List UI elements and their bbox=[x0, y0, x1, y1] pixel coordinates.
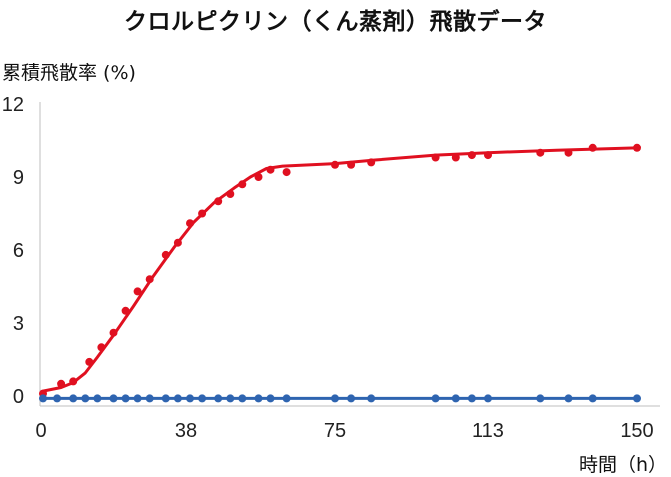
series-1-point bbox=[69, 394, 78, 403]
series-0-point bbox=[331, 160, 339, 169]
series-0-point bbox=[198, 209, 207, 218]
series-0-point bbox=[161, 250, 170, 259]
series-0-point bbox=[145, 275, 154, 284]
series-0-point bbox=[536, 148, 545, 157]
series-1-point bbox=[145, 394, 154, 403]
series-0-point bbox=[347, 160, 356, 169]
series-0-point bbox=[431, 153, 440, 162]
series-1-point bbox=[347, 394, 356, 403]
x-tick-label: 113 bbox=[472, 420, 504, 442]
y-tick-label: 3 bbox=[13, 313, 24, 335]
series-1-point bbox=[161, 394, 170, 403]
series-1-point bbox=[564, 394, 573, 403]
series-1-point bbox=[451, 394, 460, 403]
x-tick-label: 75 bbox=[324, 420, 346, 442]
series-0-point bbox=[97, 343, 106, 352]
series-1-point bbox=[331, 394, 339, 403]
series-0-point bbox=[121, 306, 130, 315]
series-1-point bbox=[133, 394, 142, 403]
y-tick-label: 0 bbox=[13, 386, 24, 408]
series-0-point bbox=[69, 377, 78, 386]
series-1-point bbox=[282, 394, 291, 403]
x-axis-label: 時間（h） bbox=[578, 454, 667, 476]
series-0-point bbox=[238, 180, 247, 189]
series-1-point bbox=[53, 394, 62, 403]
series-1-point bbox=[121, 394, 130, 403]
series-1-point bbox=[536, 394, 545, 403]
series-1-point bbox=[266, 394, 275, 403]
series-1-point bbox=[198, 394, 207, 403]
chart-title: クロルピクリン（くん蒸剤）飛散データ bbox=[124, 9, 547, 35]
series-1-point bbox=[93, 394, 102, 403]
series-1-point bbox=[186, 394, 194, 403]
series-0-point bbox=[214, 197, 223, 206]
y-axis-label: 累積飛散率 (%) bbox=[2, 62, 136, 84]
series-0-fit-line bbox=[41, 146, 639, 393]
series-0-point bbox=[633, 143, 641, 152]
series-0-point bbox=[564, 148, 573, 157]
y-tick-label: 12 bbox=[2, 94, 24, 116]
series-0-point bbox=[451, 153, 460, 162]
series-0-point bbox=[109, 328, 118, 337]
series-1-point bbox=[109, 394, 118, 403]
series-1-point bbox=[254, 394, 263, 403]
series-0-point bbox=[484, 151, 492, 160]
series-1-point bbox=[367, 394, 376, 403]
y-tick-label: 6 bbox=[13, 240, 24, 262]
series-0-point bbox=[133, 287, 142, 296]
series-0-point bbox=[367, 158, 376, 167]
series-1-point bbox=[484, 394, 492, 403]
series-0-point bbox=[57, 379, 66, 388]
series-0-point bbox=[254, 173, 263, 181]
x-tick-label: 38 bbox=[175, 420, 197, 442]
series-1-point bbox=[173, 394, 182, 403]
x-tick-label: 150 bbox=[620, 420, 653, 442]
y-tick-label: 9 bbox=[13, 167, 24, 189]
series-1-point bbox=[588, 394, 597, 403]
series-1-point bbox=[633, 394, 641, 403]
series-0-point bbox=[282, 168, 291, 177]
series-1-point bbox=[214, 394, 223, 403]
series-0-point bbox=[226, 190, 235, 198]
series-1-point bbox=[238, 394, 247, 403]
series-0-point bbox=[85, 357, 94, 366]
series-0-point bbox=[266, 165, 275, 174]
series-1-point bbox=[81, 394, 90, 403]
series-1-point bbox=[39, 394, 47, 403]
series-0-point bbox=[467, 151, 476, 160]
series-0-point bbox=[186, 219, 194, 228]
series-1-point bbox=[467, 394, 476, 403]
series-0-point bbox=[173, 238, 182, 247]
series-1-point bbox=[431, 394, 440, 403]
series-0-point bbox=[588, 143, 597, 152]
x-tick-label: 0 bbox=[35, 420, 46, 442]
series-1-point bbox=[226, 394, 235, 403]
